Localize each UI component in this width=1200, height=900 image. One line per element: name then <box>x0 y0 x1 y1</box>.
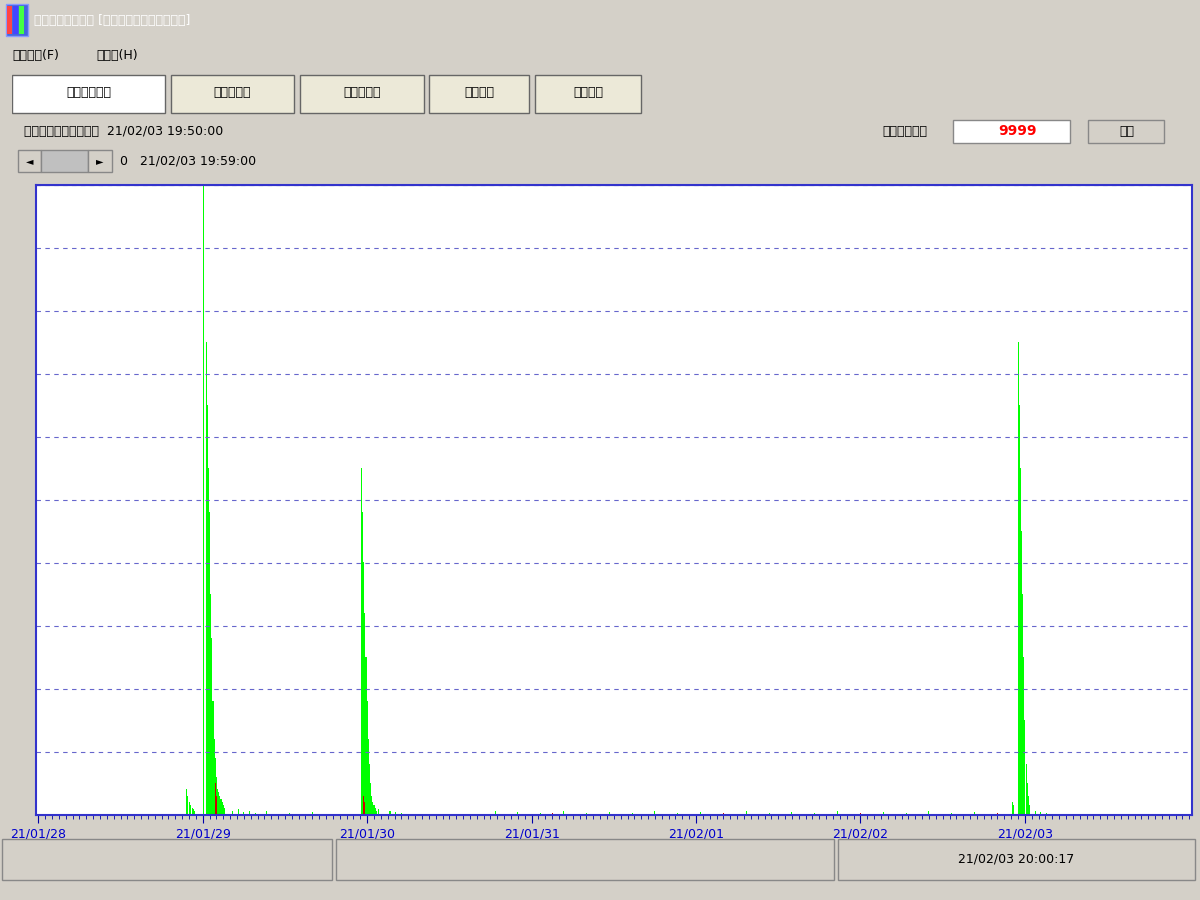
FancyBboxPatch shape <box>336 839 834 880</box>
Text: ファイル(F): ファイル(F) <box>12 49 59 62</box>
FancyBboxPatch shape <box>430 75 529 113</box>
Bar <box>13 6 18 34</box>
Bar <box>19 6 24 34</box>
Text: ログ表示: ログ表示 <box>464 86 494 99</box>
Text: 地震予知システム [データ収集クライアント]: 地震予知システム [データ収集クライアント] <box>34 14 190 27</box>
Text: ◄: ◄ <box>26 156 34 166</box>
Text: ヘルプ(H): ヘルプ(H) <box>96 49 138 62</box>
FancyBboxPatch shape <box>170 75 294 113</box>
Text: 受信データ日付時刻：  21/02/03 19:50:00: 受信データ日付時刻： 21/02/03 19:50:00 <box>24 125 223 138</box>
Text: 9999: 9999 <box>998 124 1037 139</box>
FancyBboxPatch shape <box>1088 120 1164 143</box>
Text: 21/02/03 20:00:17: 21/02/03 20:00:17 <box>959 853 1074 866</box>
Text: 受信メール: 受信メール <box>214 86 251 99</box>
Bar <box>7 6 12 34</box>
FancyBboxPatch shape <box>18 150 42 172</box>
Text: 表示レンジ：: 表示レンジ： <box>882 125 928 138</box>
FancyBboxPatch shape <box>12 75 164 113</box>
FancyBboxPatch shape <box>2 839 332 880</box>
Text: 逆ラジオ監視: 逆ラジオ監視 <box>66 86 110 99</box>
Bar <box>6 4 28 37</box>
FancyBboxPatch shape <box>300 75 424 113</box>
FancyBboxPatch shape <box>89 150 112 172</box>
FancyBboxPatch shape <box>838 839 1195 880</box>
FancyBboxPatch shape <box>953 120 1070 143</box>
Text: ►: ► <box>96 156 104 166</box>
Text: 設定: 設定 <box>1120 125 1134 138</box>
Text: 0   21/02/03 19:59:00: 0 21/02/03 19:59:00 <box>120 155 257 167</box>
FancyBboxPatch shape <box>42 150 89 172</box>
Text: メール送信: メール送信 <box>343 86 380 99</box>
Text: 通信状態: 通信状態 <box>574 86 604 99</box>
FancyBboxPatch shape <box>535 75 641 113</box>
